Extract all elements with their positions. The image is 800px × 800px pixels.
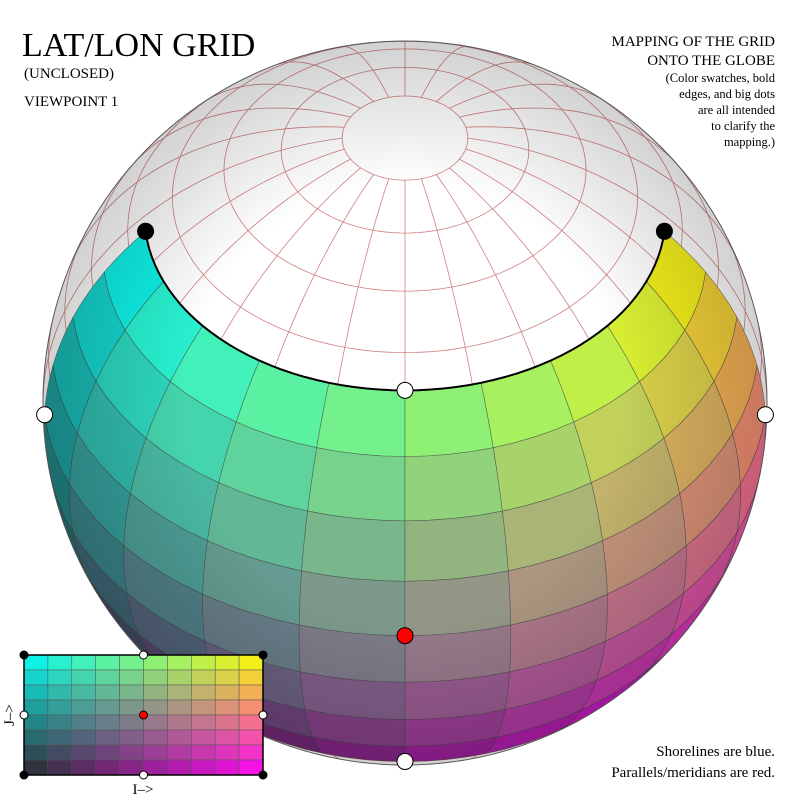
inset-cell <box>143 669 168 686</box>
inset-cell <box>191 744 216 761</box>
inset-cell <box>191 714 216 731</box>
inset-cell <box>167 654 192 671</box>
inset-grid <box>19 650 268 780</box>
marker-dot <box>756 406 774 424</box>
inset-cell <box>95 714 120 731</box>
inset-cell <box>23 669 49 686</box>
globe-shading <box>43 41 767 765</box>
inset-cell <box>95 729 120 746</box>
inset-cell <box>191 669 216 686</box>
inset-cell <box>119 729 144 746</box>
inset-cell <box>47 699 73 716</box>
title: LAT/LON GRID <box>22 27 255 64</box>
inset-cell <box>167 684 192 701</box>
inset-cell <box>214 714 240 731</box>
note-line: MAPPING OF THE GRID <box>612 34 776 50</box>
inset-cell <box>71 654 96 671</box>
inset-cell <box>95 669 120 686</box>
viewpoint: VIEWPOINT 1 <box>24 94 118 110</box>
marker-dots <box>36 222 774 770</box>
inset-cell <box>71 714 96 731</box>
inset-cell <box>238 684 264 701</box>
inset-y-label: J–> <box>2 704 18 726</box>
inset-cell <box>167 744 192 761</box>
inset-cell <box>23 729 49 746</box>
inset-cell <box>47 669 73 686</box>
inset-cell <box>191 654 216 671</box>
inset-cell <box>214 729 240 746</box>
inset-cell <box>71 684 96 701</box>
inset-cell <box>47 759 73 776</box>
inset-dot <box>258 650 268 660</box>
inset-cell <box>119 684 144 701</box>
inset-cell <box>238 669 264 686</box>
inset-cell <box>214 654 240 671</box>
legend-line: Parallels/meridians are red. <box>611 765 775 781</box>
inset-cell <box>47 684 73 701</box>
inset-cell <box>167 699 192 716</box>
marker-dot <box>396 381 414 399</box>
inset-cell <box>47 729 73 746</box>
inset-cell <box>143 729 168 746</box>
inset-cell <box>238 729 264 746</box>
inset-cell <box>95 654 120 671</box>
inset-cell <box>119 669 144 686</box>
subtitle: (UNCLOSED) <box>24 66 114 82</box>
note-line: to clarify the <box>711 119 775 133</box>
note-line: mapping.) <box>724 135 775 149</box>
inset-dot <box>139 650 148 660</box>
inset-cell <box>71 669 96 686</box>
legend-line: Shorelines are blue. <box>656 744 775 760</box>
inset-cell <box>143 684 168 701</box>
inset-dot <box>139 710 148 720</box>
inset-cell <box>143 744 168 761</box>
note-line: ONTO THE GLOBE <box>647 53 775 69</box>
note-line: are all intended <box>698 103 776 117</box>
inset-dot <box>19 770 29 780</box>
inset-cell <box>214 744 240 761</box>
marker-dot <box>36 406 54 424</box>
marker-dot <box>655 222 673 240</box>
inset-dot <box>139 770 148 780</box>
inset-cell <box>95 759 120 776</box>
marker-dot <box>396 627 414 645</box>
inset-x-label: I–> <box>133 782 154 798</box>
inset-cell <box>95 684 120 701</box>
inset-cell <box>71 744 96 761</box>
inset-cell <box>23 744 49 761</box>
inset-dot <box>19 710 29 720</box>
marker-dot <box>396 752 414 770</box>
inset-cell <box>47 744 73 761</box>
inset-dot <box>19 650 29 660</box>
inset-dot <box>258 710 268 720</box>
inset-cell <box>47 714 73 731</box>
inset-cell <box>191 699 216 716</box>
inset-cell <box>167 759 192 776</box>
marker-dot <box>137 222 155 240</box>
inset-cell <box>119 744 144 761</box>
inset-cell <box>167 729 192 746</box>
inset-cell <box>167 714 192 731</box>
inset-cell <box>71 759 96 776</box>
inset-cell <box>191 684 216 701</box>
inset-cell <box>95 699 120 716</box>
inset-cell <box>23 684 49 701</box>
note-line: (Color swatches, bold <box>666 71 776 85</box>
note-line: edges, and big dots <box>679 87 775 101</box>
inset-cell <box>214 684 240 701</box>
inset-cell <box>214 759 240 776</box>
inset-cell <box>95 744 120 761</box>
inset-cell <box>238 744 264 761</box>
inset-dot <box>258 770 268 780</box>
inset-cell <box>47 654 73 671</box>
inset-cell <box>167 669 192 686</box>
inset-cell <box>71 729 96 746</box>
inset-cell <box>214 699 240 716</box>
inset-cell <box>71 699 96 716</box>
inset-cell <box>191 759 216 776</box>
inset-cell <box>214 669 240 686</box>
inset-cell <box>191 729 216 746</box>
